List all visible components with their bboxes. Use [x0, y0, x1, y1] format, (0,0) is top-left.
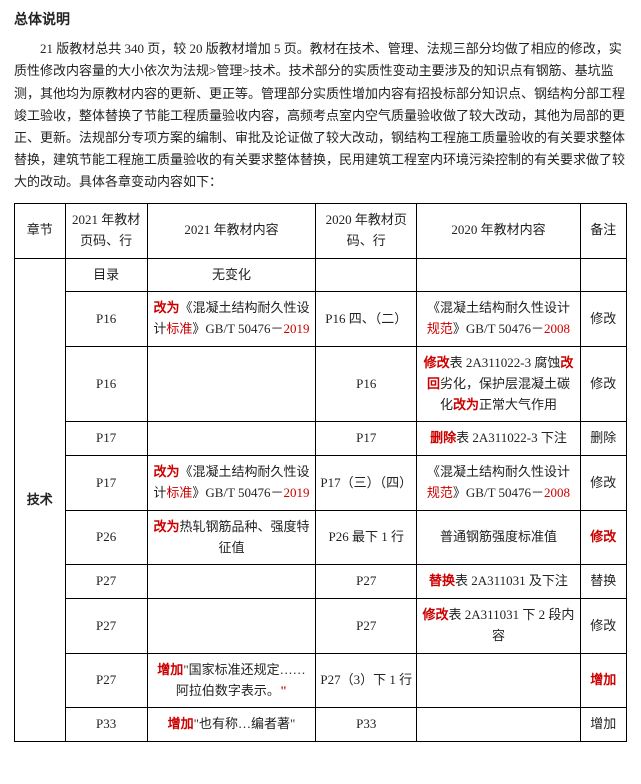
cell-page20: P16 — [316, 347, 417, 422]
cell-note: 修改 — [580, 599, 626, 654]
col-note: 备注 — [580, 204, 626, 259]
col-page21: 2021 年教材页码、行 — [65, 204, 147, 259]
cell-content21: 增加"也有称…编者著" — [147, 708, 316, 742]
table-row: P27P27修改表 2A311031 下 2 段内容修改 — [15, 599, 627, 654]
cell — [417, 258, 580, 292]
cell-page21: P17 — [65, 422, 147, 456]
cell-content20: 删除表 2A311022-3 下注 — [417, 422, 580, 456]
cell-page21: P27 — [65, 565, 147, 599]
cell-note: 增加 — [580, 653, 626, 708]
cell-content20: 修改表 2A311022-3 腐蚀改回劣化，保护层混凝土碳化改为正常大气作用 — [417, 347, 580, 422]
cell-content20 — [417, 708, 580, 742]
cell-page21: P17 — [65, 456, 147, 511]
cell-page21: P33 — [65, 708, 147, 742]
table-header-row: 章节 2021 年教材页码、行 2021 年教材内容 2020 年教材页码、行 … — [15, 204, 627, 259]
cell-page20: P26 最下 1 行 — [316, 510, 417, 565]
cell — [580, 258, 626, 292]
table-row: P26改为热轧钢筋品种、强度特征值P26 最下 1 行普通钢筋强度标准值修改 — [15, 510, 627, 565]
table-row: P27P27替换表 2A311031 及下注替换 — [15, 565, 627, 599]
cell-content20: 《混凝土结构耐久性设计规范》GB/T 50476－2008 — [417, 456, 580, 511]
cell-page20: P33 — [316, 708, 417, 742]
table-row: P17改为《混凝土结构耐久性设计标准》GB/T 50476－2019P17（三）… — [15, 456, 627, 511]
cell-page20: P17（三）（四） — [316, 456, 417, 511]
cell-content20 — [417, 653, 580, 708]
cell-note: 修改 — [580, 347, 626, 422]
cell-content21: 改为热轧钢筋品种、强度特征值 — [147, 510, 316, 565]
section-label: 技术 — [15, 258, 66, 742]
cell-page21: P26 — [65, 510, 147, 565]
cell-page21: P27 — [65, 653, 147, 708]
cell-content21: 改为《混凝土结构耐久性设计标准》GB/T 50476－2019 — [147, 292, 316, 347]
table-row: P27增加"国家标准还规定……阿拉伯数字表示。"P27（3）下 1 行 增加 — [15, 653, 627, 708]
cell-page20: P27 — [316, 599, 417, 654]
cell-content21 — [147, 599, 316, 654]
cell-content20: 普通钢筋强度标准值 — [417, 510, 580, 565]
cell-content21 — [147, 422, 316, 456]
cell-note: 替换 — [580, 565, 626, 599]
cell-page20: P17 — [316, 422, 417, 456]
cell-page20: P16 四、（二） — [316, 292, 417, 347]
cell-content21 — [147, 347, 316, 422]
cell-note: 修改 — [580, 510, 626, 565]
section-header-row: 技术目录无变化 — [15, 258, 627, 292]
cell-content20: 替换表 2A311031 及下注 — [417, 565, 580, 599]
intro-paragraph: 21 版教材总共 340 页，较 20 版教材增加 5 页。教材在技术、管理、法… — [14, 38, 627, 193]
col-page20: 2020 年教材页码、行 — [316, 204, 417, 259]
cell-content21: 改为《混凝土结构耐久性设计标准》GB/T 50476－2019 — [147, 456, 316, 511]
cell-page20: P27 — [316, 565, 417, 599]
table-body: 技术目录无变化P16改为《混凝土结构耐久性设计标准》GB/T 50476－201… — [15, 258, 627, 742]
cell-note: 增加 — [580, 708, 626, 742]
cell-note: 修改 — [580, 456, 626, 511]
cell: 目录 — [65, 258, 147, 292]
col-content21: 2021 年教材内容 — [147, 204, 316, 259]
cell-content21 — [147, 565, 316, 599]
cell-content21: 增加"国家标准还规定……阿拉伯数字表示。" — [147, 653, 316, 708]
table-row: P16改为《混凝土结构耐久性设计标准》GB/T 50476－2019P16 四、… — [15, 292, 627, 347]
table-row: P17P17删除表 2A311022-3 下注删除 — [15, 422, 627, 456]
cell-page21: P16 — [65, 292, 147, 347]
page-title: 总体说明 — [14, 10, 627, 32]
col-content20: 2020 年教材内容 — [417, 204, 580, 259]
cell — [316, 258, 417, 292]
cell-content20: 《混凝土结构耐久性设计规范》GB/T 50476－2008 — [417, 292, 580, 347]
cell-page21: P16 — [65, 347, 147, 422]
cell-page21: P27 — [65, 599, 147, 654]
cell-content20: 修改表 2A311031 下 2 段内容 — [417, 599, 580, 654]
col-chapter: 章节 — [15, 204, 66, 259]
cell: 无变化 — [147, 258, 316, 292]
changes-table: 章节 2021 年教材页码、行 2021 年教材内容 2020 年教材页码、行 … — [14, 203, 627, 742]
cell-note: 修改 — [580, 292, 626, 347]
cell-note: 删除 — [580, 422, 626, 456]
cell-page20: P27（3）下 1 行 — [316, 653, 417, 708]
table-row: P33增加"也有称…编者著"P33 增加 — [15, 708, 627, 742]
table-row: P16P16修改表 2A311022-3 腐蚀改回劣化，保护层混凝土碳化改为正常… — [15, 347, 627, 422]
